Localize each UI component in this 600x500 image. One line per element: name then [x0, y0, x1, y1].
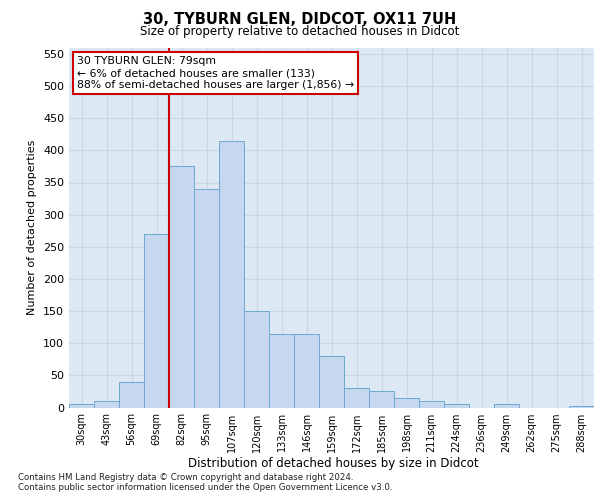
Bar — [169, 166, 194, 408]
Text: 30, TYBURN GLEN, DIDCOT, OX11 7UH: 30, TYBURN GLEN, DIDCOT, OX11 7UH — [143, 12, 457, 28]
Bar — [494, 404, 519, 407]
Bar — [394, 398, 419, 407]
Bar — [419, 401, 444, 407]
Bar — [94, 401, 119, 407]
Bar — [344, 388, 369, 407]
Bar — [319, 356, 344, 408]
Bar — [144, 234, 169, 408]
Text: Contains HM Land Registry data © Crown copyright and database right 2024.
Contai: Contains HM Land Registry data © Crown c… — [18, 472, 392, 492]
Bar — [219, 140, 244, 407]
Text: Size of property relative to detached houses in Didcot: Size of property relative to detached ho… — [140, 25, 460, 38]
Bar — [294, 334, 319, 407]
Bar — [119, 382, 144, 407]
Y-axis label: Number of detached properties: Number of detached properties — [28, 140, 37, 315]
Bar — [444, 404, 469, 407]
Bar — [244, 311, 269, 408]
Bar — [369, 392, 394, 407]
Bar — [69, 404, 94, 407]
Bar — [569, 406, 594, 407]
Bar — [269, 334, 294, 407]
Bar — [194, 189, 219, 408]
Text: 30 TYBURN GLEN: 79sqm
← 6% of detached houses are smaller (133)
88% of semi-deta: 30 TYBURN GLEN: 79sqm ← 6% of detached h… — [77, 56, 354, 90]
Text: Distribution of detached houses by size in Didcot: Distribution of detached houses by size … — [188, 458, 478, 470]
